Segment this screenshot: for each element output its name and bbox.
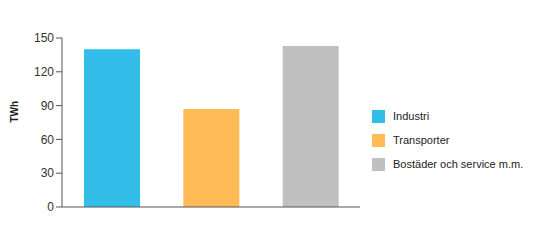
svg-text:120: 120: [34, 65, 54, 79]
svg-text:90: 90: [41, 99, 55, 113]
svg-text:30: 30: [41, 166, 55, 180]
svg-text:TWh: TWh: [9, 101, 20, 123]
svg-text:60: 60: [41, 133, 55, 147]
html-text:Industri: Industri: [393, 110, 430, 122]
svg-text:0: 0: [47, 200, 54, 214]
svg-text:150: 150: [34, 31, 54, 45]
html-text:Transporter: Transporter: [393, 134, 450, 146]
html-text:Bostäder och service m.m.: Bostäder och service m.m.: [393, 158, 524, 170]
